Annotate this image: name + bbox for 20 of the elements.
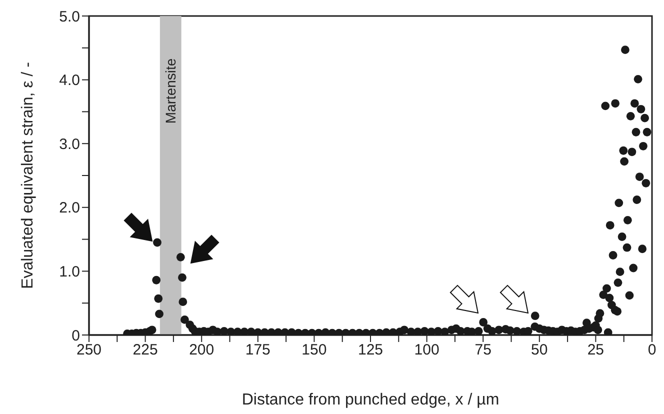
x-tick-label: 50	[531, 342, 548, 359]
y-tick-label: 5.0	[59, 8, 80, 26]
y-axis-title: Evaluated equivalent strain, ε / -	[20, 62, 37, 289]
band-label: Martensite	[162, 58, 179, 124]
x-tick-label: 0	[648, 342, 656, 359]
x-tick-label: 200	[189, 342, 214, 359]
x-tick-label: 125	[358, 342, 384, 359]
x-tick-label: 175	[245, 342, 270, 359]
x-tick-label: 75	[474, 342, 492, 359]
y-tick-label: 3.0	[59, 136, 80, 153]
y-tick-label: 0	[72, 327, 80, 344]
y-tick-label: 4.0	[59, 72, 80, 90]
x-axis-title: Distance from punched edge, x / µm	[242, 391, 500, 408]
x-tick-label: 25	[587, 342, 604, 359]
y-tick-label: 1.0	[59, 264, 80, 281]
x-tick-label: 100	[414, 342, 440, 359]
x-tick-label: 150	[302, 342, 327, 359]
y-tick-label: 2.0	[59, 200, 80, 217]
x-tick-label: 225	[132, 342, 158, 359]
x-tick-label: 250	[76, 342, 102, 359]
